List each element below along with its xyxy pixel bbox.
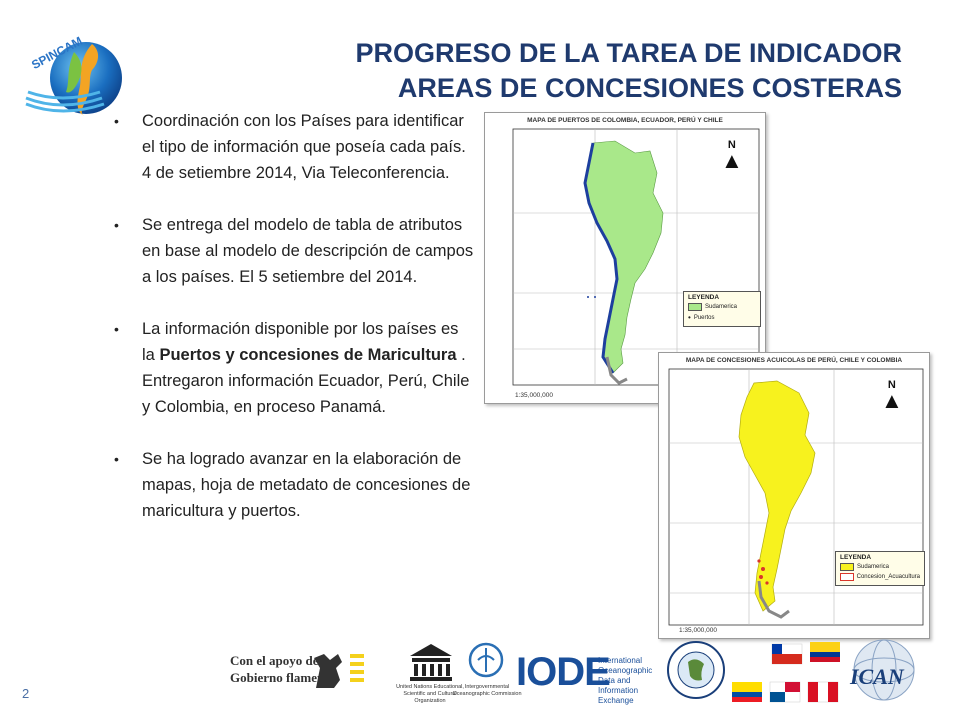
- bullet-text: Se ha logrado avanzar en la elaboración …: [142, 450, 471, 520]
- concessions-map-scale: 1:35,000,000: [679, 627, 717, 634]
- concessions-map-legend: LEYENDA Sudamerica Concesion_Acuacultura: [835, 551, 925, 586]
- unesco-temple-icon: [410, 644, 452, 681]
- legend-label: Sudamerica: [857, 564, 890, 570]
- legend-swatch: [840, 573, 854, 581]
- flemish-lion-icon: [314, 654, 364, 688]
- legend-swatch: [840, 563, 854, 571]
- page-number: 2: [22, 686, 30, 701]
- bullet-text: Coordinación con los Países para identif…: [142, 112, 466, 182]
- bullet-text-post: . Entregaron información Ecuador, Perú, …: [142, 346, 470, 416]
- legend-label: Sudamerica: [705, 304, 738, 310]
- concessions-map-title: MAPA DE CONCESIONES ACUICOLAS DE PERÚ, C…: [685, 357, 903, 364]
- iode-logo-text: IODE: [516, 650, 611, 694]
- footer-logos: Con el apoyo del Gobierno flamenco Unite…: [210, 632, 930, 712]
- north-label: N: [887, 379, 896, 391]
- support-line-2: Gobierno flamenco: [230, 670, 337, 685]
- bullet-dot-icon: •: [114, 451, 119, 467]
- ioc-emblem-icon: [468, 642, 504, 678]
- ican-logo-text: ICAN: [850, 664, 904, 689]
- title-line-2: AREAS DE CONCESIONES COSTERAS: [397, 73, 902, 103]
- bullet-list: • Coordinación con los Países para identi…: [112, 108, 474, 550]
- bullet-item: • La información disponible por los paíse…: [112, 316, 474, 420]
- bullet-item: • Se ha logrado avanzar en la elaboración…: [112, 446, 474, 524]
- flemish-support-text: Con el apoyo del Gobierno flamenco: [230, 652, 337, 686]
- spincam-logo: SPINCAM: [22, 30, 132, 122]
- slide-title: PROGRESO DE LA TAREA DE INDICADOR AREAS …: [355, 36, 902, 106]
- bullet-text-bold: Puertos y concesiones de Maricultura: [159, 346, 457, 364]
- north-label: N: [727, 139, 736, 151]
- ican-globe-icon: [853, 639, 915, 701]
- legend-label: Puertos: [693, 314, 715, 321]
- bullet-text: Se entrega del modelo de tabla de atribu…: [142, 216, 474, 286]
- concessions-map: MAPA DE CONCESIONES ACUICOLAS DE PERÚ, C…: [658, 352, 930, 639]
- north-arrow-icon: N ▲: [881, 379, 903, 413]
- cpps-seal-icon: [667, 641, 725, 699]
- bullet-dot-icon: •: [114, 321, 119, 337]
- ports-map-legend: LEYENDA Sudamerica • Puertos: [683, 291, 761, 327]
- support-line-1: Con el apoyo del: [230, 653, 323, 668]
- bullet-text-pre: La información disponible por los países…: [142, 320, 459, 364]
- legend-point-icon: •: [688, 313, 691, 322]
- bullet-item: • Se entrega del modelo de tabla de atrib…: [112, 212, 474, 290]
- legend-swatch: [688, 303, 702, 311]
- title-line-1: PROGRESO DE LA TAREA DE INDICADOR: [355, 38, 902, 68]
- bullet-dot-icon: •: [114, 113, 119, 129]
- bullet-dot-icon: •: [114, 217, 119, 233]
- legend-title: LEYENDA: [688, 294, 720, 301]
- legend-label: Concesion_Acuacultura: [856, 574, 920, 580]
- north-arrow-icon: N ▲: [721, 139, 743, 173]
- ports-map-scale: 1:35,000,000: [515, 392, 553, 399]
- unesco-caption: United Nations Educational, Scientific a…: [396, 684, 464, 704]
- country-flags-icon: [732, 642, 840, 703]
- ioc-caption: Intergovernmental Oceanographic Commissi…: [452, 684, 522, 697]
- ports-map-drawing: [512, 128, 760, 386]
- ports-map-title: MAPA DE PUERTOS DE COLOMBIA, ECUADOR, PE…: [527, 117, 723, 124]
- bullet-item: • Coordinación con los Países para identi…: [112, 108, 474, 186]
- concessions-map-drawing: [668, 368, 924, 626]
- iode-caption: International Oceanographic Data and Inf…: [598, 656, 653, 705]
- legend-title: LEYENDA: [840, 554, 872, 561]
